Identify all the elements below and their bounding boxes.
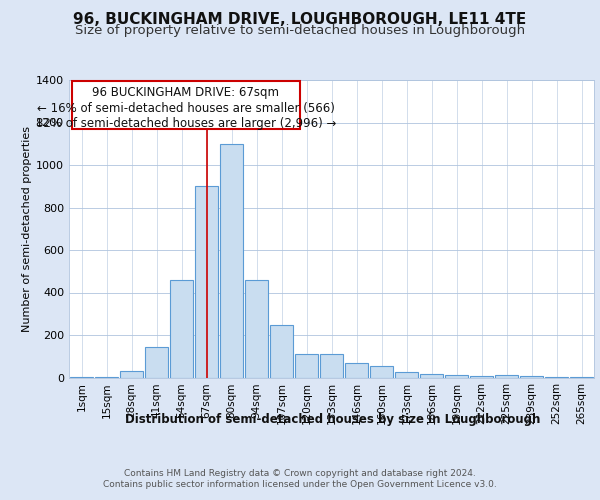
- Bar: [170, 280, 193, 378]
- Text: Contains public sector information licensed under the Open Government Licence v3: Contains public sector information licen…: [103, 480, 497, 489]
- FancyBboxPatch shape: [71, 82, 300, 129]
- Bar: [395, 372, 418, 378]
- Bar: [445, 376, 469, 378]
- Text: 96, BUCKINGHAM DRIVE, LOUGHBOROUGH, LE11 4TE: 96, BUCKINGHAM DRIVE, LOUGHBOROUGH, LE11…: [73, 12, 527, 28]
- Bar: [220, 144, 244, 378]
- Text: 96 BUCKINGHAM DRIVE: 67sqm: 96 BUCKINGHAM DRIVE: 67sqm: [92, 86, 280, 99]
- Y-axis label: Number of semi-detached properties: Number of semi-detached properties: [22, 126, 32, 332]
- Bar: [370, 366, 394, 378]
- Text: 82% of semi-detached houses are larger (2,996) →: 82% of semi-detached houses are larger (…: [35, 118, 336, 130]
- Bar: [494, 376, 518, 378]
- Bar: [145, 346, 169, 378]
- Bar: [245, 280, 268, 378]
- Bar: [419, 374, 443, 378]
- Bar: [470, 376, 493, 378]
- Text: Size of property relative to semi-detached houses in Loughborough: Size of property relative to semi-detach…: [75, 24, 525, 37]
- Bar: [194, 186, 218, 378]
- Bar: [344, 362, 368, 378]
- Bar: [320, 354, 343, 378]
- Text: Distribution of semi-detached houses by size in Loughborough: Distribution of semi-detached houses by …: [125, 412, 541, 426]
- Bar: [119, 371, 143, 378]
- Text: ← 16% of semi-detached houses are smaller (566): ← 16% of semi-detached houses are smalle…: [37, 102, 335, 114]
- Bar: [269, 326, 293, 378]
- Bar: [295, 354, 319, 378]
- Bar: [520, 376, 544, 378]
- Text: Contains HM Land Registry data © Crown copyright and database right 2024.: Contains HM Land Registry data © Crown c…: [124, 469, 476, 478]
